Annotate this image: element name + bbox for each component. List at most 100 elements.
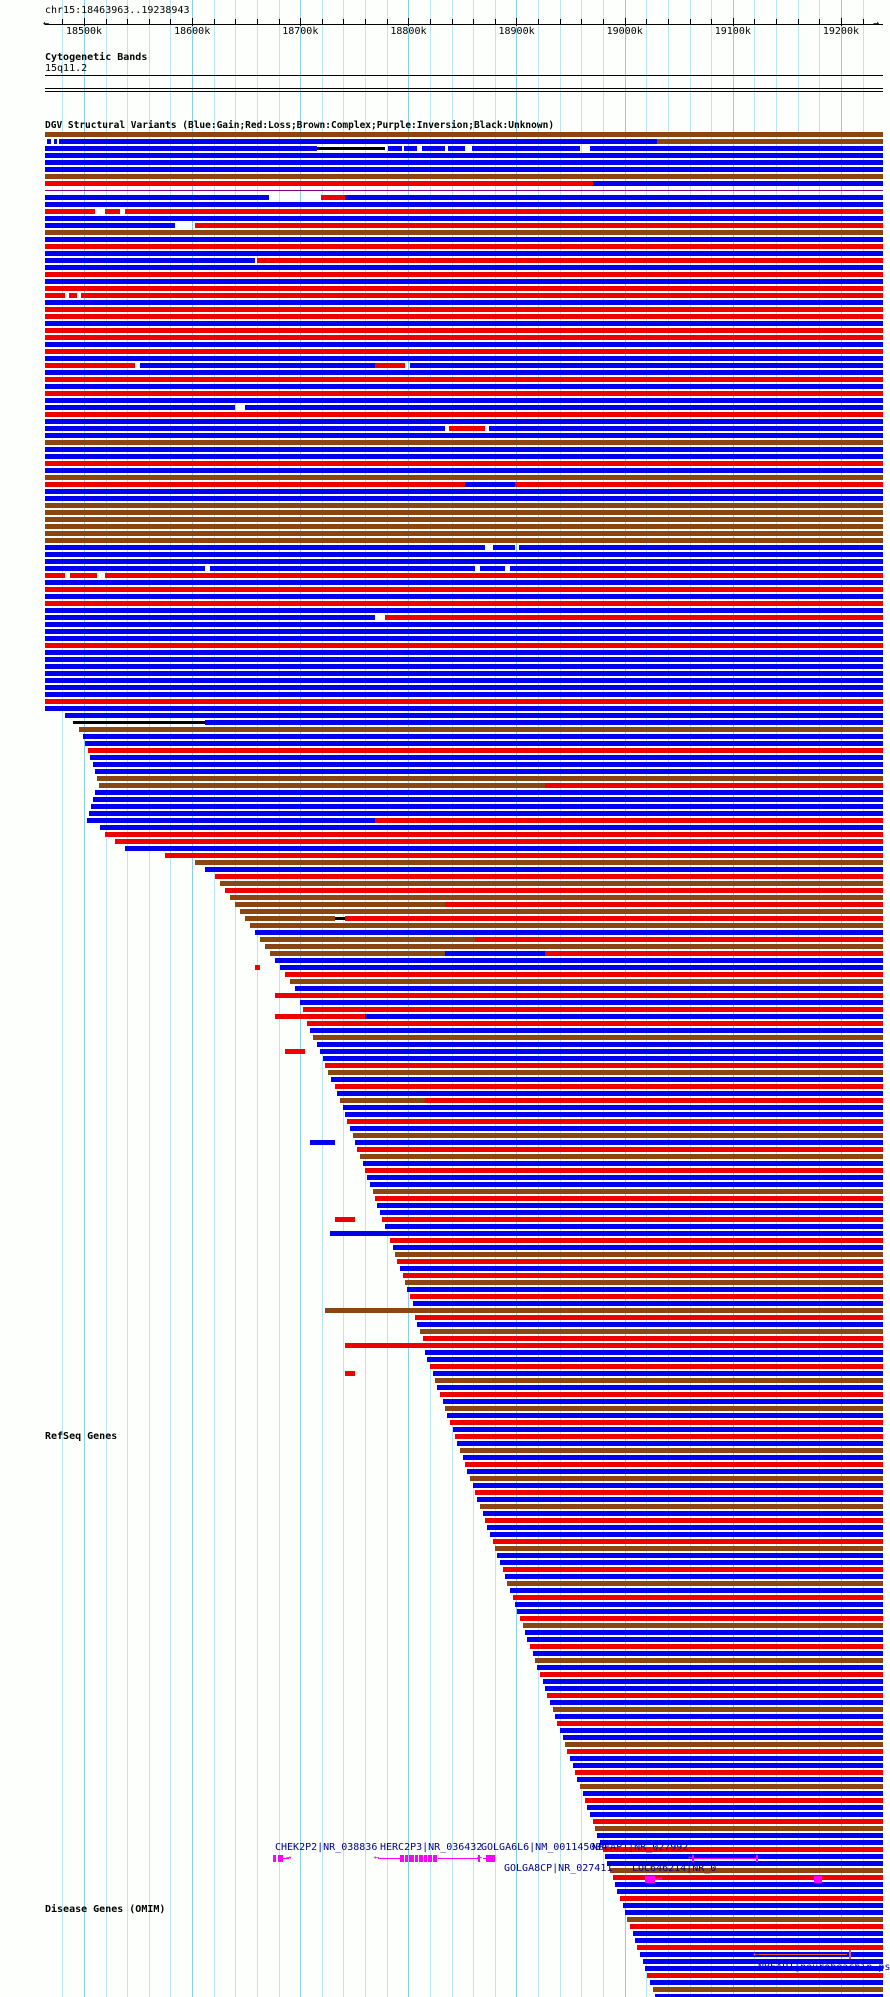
variant-row[interactable] [45, 1867, 883, 1874]
variant-row[interactable] [45, 642, 883, 649]
gene-exon[interactable] [419, 1855, 423, 1862]
variant-segment-loss[interactable] [255, 965, 260, 970]
variant-row[interactable] [45, 859, 883, 866]
variant-segment-complex[interactable] [45, 475, 883, 480]
variant-row[interactable] [45, 1762, 883, 1769]
variant-row[interactable] [45, 607, 883, 614]
variant-row[interactable] [45, 327, 883, 334]
variant-segment-gain[interactable] [597, 1833, 883, 1838]
variant-segment-complex[interactable] [353, 1133, 883, 1138]
variant-segment-complex[interactable] [250, 923, 883, 928]
variant-segment-gain[interactable] [45, 195, 269, 200]
variant-row[interactable] [45, 1209, 883, 1216]
variant-segment-gain[interactable] [45, 650, 883, 655]
variant-row[interactable] [45, 950, 883, 957]
variant-row[interactable] [45, 831, 883, 838]
variant-segment-loss[interactable] [423, 1336, 883, 1341]
variant-row[interactable] [45, 817, 883, 824]
variant-segment-loss[interactable] [603, 1847, 883, 1852]
variant-segment-gain[interactable] [65, 713, 883, 718]
variant-segment-complex[interactable] [45, 132, 883, 137]
variant-segment-complex[interactable] [420, 1329, 883, 1334]
variant-segment-loss[interactable] [545, 951, 883, 956]
variant-row[interactable] [45, 376, 883, 383]
variant-row[interactable] [45, 1552, 883, 1559]
variant-row[interactable] [45, 852, 883, 859]
variant-row[interactable] [45, 1783, 883, 1790]
variant-row[interactable] [45, 1097, 883, 1104]
variant-segment-gain[interactable] [370, 1182, 883, 1187]
variant-row[interactable] [45, 1874, 883, 1881]
variant-segment-gain[interactable] [45, 552, 883, 557]
variant-segment-loss[interactable] [45, 587, 883, 592]
variant-segment-gain[interactable] [600, 1840, 883, 1845]
variant-row[interactable] [45, 432, 883, 439]
variant-segment-complex[interactable] [97, 776, 883, 781]
variant-segment-loss[interactable] [465, 1462, 883, 1467]
variant-segment-gain[interactable] [453, 1427, 883, 1432]
variant-row[interactable] [45, 1517, 883, 1524]
variant-segment-gain[interactable] [655, 1994, 883, 1997]
variant-row[interactable] [45, 1111, 883, 1118]
gene-exon[interactable] [415, 1855, 418, 1862]
variant-segment-loss[interactable] [485, 1518, 883, 1523]
variant-segment-gain[interactable] [45, 489, 883, 494]
variant-segment-gain[interactable] [45, 342, 883, 347]
variant-row[interactable] [45, 285, 883, 292]
variant-row[interactable] [45, 1405, 883, 1412]
variant-segment-gain[interactable] [210, 566, 475, 571]
variant-row[interactable] [45, 719, 883, 726]
variant-row[interactable] [45, 922, 883, 929]
variant-segment-complex[interactable] [523, 1623, 883, 1628]
variant-row[interactable] [45, 593, 883, 600]
variant-segment-gain[interactable] [45, 545, 485, 550]
variant-row[interactable] [45, 1818, 883, 1825]
variant-segment-gain[interactable] [330, 1231, 883, 1236]
gene-exon[interactable] [486, 1855, 495, 1862]
variant-segment-gain[interactable] [623, 1903, 883, 1908]
variant-segment-gain[interactable] [385, 1014, 883, 1019]
variant-segment-gain[interactable] [45, 202, 883, 207]
variant-row[interactable] [45, 1447, 883, 1454]
variant-row[interactable] [45, 1335, 883, 1342]
variant-row[interactable] [45, 978, 883, 985]
coordinate-ruler[interactable]: ← → 18500k 18600k 18700k 18800k 18900k 19000k… [43, 18, 883, 40]
variant-row[interactable] [45, 1930, 883, 1937]
variant-segment-loss[interactable] [520, 1616, 883, 1621]
variant-row[interactable] [45, 313, 883, 320]
variant-segment-complex[interactable] [627, 1917, 883, 1922]
variant-row[interactable] [45, 236, 883, 243]
variant-row[interactable] [45, 397, 883, 404]
variant-row[interactable] [45, 1776, 883, 1783]
variant-segment-loss[interactable] [45, 307, 883, 312]
variant-row[interactable] [45, 404, 883, 411]
omim-gene-label-nbeap1[interactable]: NBEAP1|neurobeachin pse [758, 1962, 890, 1973]
variant-row[interactable] [45, 677, 883, 684]
variant-segment-loss[interactable] [425, 1098, 883, 1103]
variant-row[interactable] [45, 1230, 883, 1237]
variant-row[interactable] [45, 1391, 883, 1398]
variant-segment-gain[interactable] [310, 1140, 335, 1145]
variant-segment-gain[interactable] [413, 1301, 883, 1306]
variant-row[interactable] [45, 1923, 883, 1930]
variant-segment-gain[interactable] [45, 636, 883, 641]
variant-row[interactable] [45, 1853, 883, 1860]
variant-segment-gain[interactable] [275, 958, 883, 963]
variant-segment-loss[interactable] [45, 461, 883, 466]
variant-row[interactable] [45, 1202, 883, 1209]
variant-segment-loss[interactable] [105, 209, 120, 214]
variant-segment-gain[interactable] [425, 1350, 883, 1355]
variant-segment-complex[interactable] [290, 979, 883, 984]
variant-segment-gain[interactable] [93, 762, 205, 767]
cytoband-name[interactable]: 15q11.2 [45, 63, 88, 74]
variant-row[interactable] [45, 1160, 883, 1167]
variant-row[interactable] [45, 803, 883, 810]
variant-segment-gain[interactable] [91, 804, 883, 809]
variant-segment-loss[interactable] [307, 1021, 883, 1026]
variant-segment-gain[interactable] [417, 1322, 883, 1327]
variant-row[interactable] [45, 1839, 883, 1846]
variant-segment-loss[interactable] [347, 1119, 883, 1124]
variant-row[interactable] [45, 1580, 883, 1587]
variant-segment-loss[interactable] [385, 615, 883, 620]
variant-segment-loss[interactable] [125, 209, 883, 214]
